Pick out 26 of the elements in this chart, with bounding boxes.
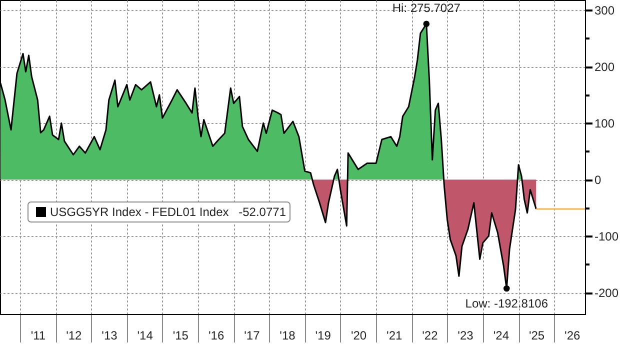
x-tick-label: '13 [102, 328, 118, 342]
x-tick-label: '12 [66, 328, 82, 342]
x-tick-label: '22 [422, 328, 438, 342]
y-tick-label: -100 [594, 230, 619, 244]
y-tick-label: -200 [594, 286, 619, 300]
x-tick-label: '15 [172, 328, 189, 342]
x-tick-label: '17 [244, 328, 260, 342]
y-tick-label: 0 [594, 173, 602, 188]
x-tick-label: '16 [208, 328, 224, 342]
x-tick-label: '11 [30, 328, 46, 342]
x-tick-label: '26 [564, 328, 580, 342]
legend-label: USGG5YR Index - FEDL01 Index [50, 205, 229, 219]
x-tick-label: '24 [493, 328, 510, 342]
x-tick-label: '19 [315, 328, 332, 342]
y-tick-label: 200 [594, 60, 615, 74]
annotation: -52.0771 [238, 205, 286, 219]
y-tick-label: 100 [594, 116, 615, 131]
x-tick-label: '14 [137, 328, 154, 342]
x-tick-label: '18 [280, 328, 296, 342]
x-tick-label: '23 [458, 328, 474, 342]
x-tick-label: '21 [386, 328, 402, 342]
x-tick-label: '25 [528, 328, 545, 342]
annotation: Low: -192.8106 [465, 296, 548, 310]
annotation: Hi: 275.7027 [392, 0, 461, 15]
x-tick-label: '20 [350, 328, 367, 342]
y-tick-label: 300 [594, 4, 615, 18]
